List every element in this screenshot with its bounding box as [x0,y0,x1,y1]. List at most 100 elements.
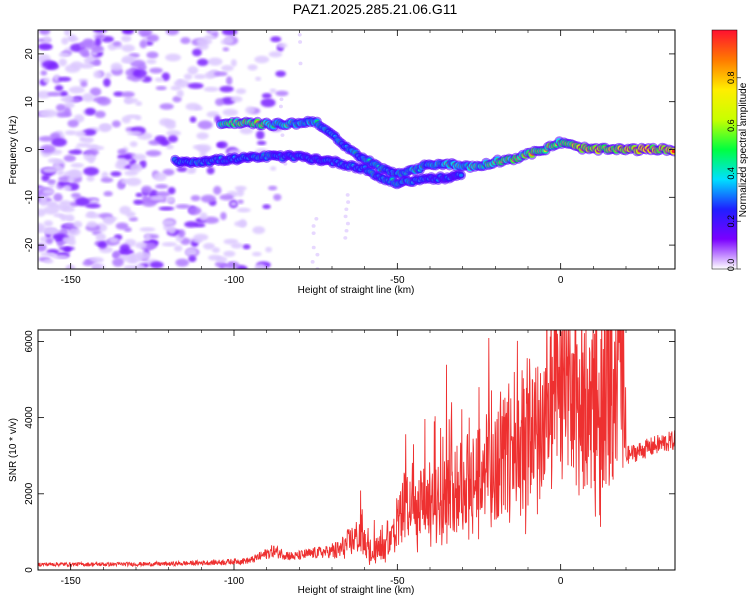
spectrogram-noise-blob [63,154,76,162]
spectrogram-noise-blob [277,43,288,49]
spectrogram-noise-blob [47,203,59,209]
spectrogram-noise-blob [214,261,227,268]
spectrogram-noise-blob [221,30,238,36]
spectrogram-noise-blob [42,189,55,195]
spectrogram-noise-blob [103,78,111,87]
spectrogram-noise-blob [192,48,202,57]
spectrogram-noise-blob [194,105,203,111]
spectrogram-noise-blob [245,106,256,114]
spectrogram-noise-blob [146,51,159,59]
spectrogram-noise-blob [167,186,176,195]
spectrogram-noise-blob [112,257,124,267]
spectrogram-noise-blob [42,60,58,69]
spectrogram-noise-blob [58,58,67,67]
spectrogram-noise-blob [187,66,199,75]
colorbar-scale [711,29,738,270]
spectrogram-noise-blob [165,53,182,62]
x-tick-label: -50 [390,275,405,286]
spectrogram-noise-blob [230,59,237,67]
spectrogram-noise-blob [188,206,202,215]
spectrogram-noise-blob [145,41,154,46]
y-tick-label: 0 [24,146,35,152]
spectrogram-noise-blob [130,59,146,68]
spectrogram-noise-blob [206,111,220,118]
spectrogram-noise-blob [230,201,237,207]
spectrogram-noise-blob [98,123,111,133]
spectrogram-noise-blob [39,197,48,207]
spectrogram-noise-blob [96,96,111,106]
spectrogram-noise-blob [254,55,270,64]
spectrogram-noise-blob [235,88,247,95]
spectrogram-noise-blob [75,197,90,207]
spectrogram-noise-blob [47,158,60,164]
spectrogram-noise-blob [196,132,209,140]
colorbar-ticks: 0.0 0.2 0.4 0.6 0.8 [726,72,741,271]
spectrogram-noise-blob [255,76,262,81]
spectrogram-noise-blob [161,242,177,247]
spectrogram-noise-blob [68,149,83,155]
spectrogram-noise-blob [64,130,77,136]
spectrogram-noise-blob [103,216,115,225]
y-tick-label: 4000 [24,406,35,429]
y-tick-label: 10 [24,96,35,108]
spectrogram-noise-blob [60,96,74,103]
spectrogram-noise-blob [61,205,75,213]
spectrogram-noise-blob [213,185,222,195]
snr-y-label: SNR (10 * v/v) [8,418,19,482]
spectrogram-noise-blob [87,154,95,164]
spectrogram-noise-blob [85,203,101,209]
spectrogram-noise-blob [119,244,131,253]
spectrogram-noise-blob [89,87,102,97]
spectrogram-noise-blob [236,188,245,197]
track-core [671,149,675,153]
x-tick-label: -100 [224,275,244,286]
spectrogram-noise-blob [146,59,157,65]
spectrogram-noise-blob [116,158,128,167]
spectrogram-noise-blob [46,179,57,184]
spectrogram-noise-blob [343,214,348,219]
spectrogram-noise-blob [211,247,220,253]
colorbar-tick-label: 0.8 [726,72,736,85]
spectrogram-noise-blob [56,169,64,176]
spectrogram-noise-blob [314,217,319,221]
spectrogram-noise-blob [252,226,266,234]
spectrogram-noise-blob [190,195,201,202]
spectrogram-noise-blob [43,220,54,227]
spectrogram-noise-blob [234,185,247,191]
spectrogram-noise-blob [149,67,163,74]
spectrogram-noise-blob [167,225,176,234]
spectrogram-noise-blob [239,127,254,135]
spectrogram-noise-blob [60,91,68,97]
spectrogram-noise-blob [219,194,234,201]
spectrogram-noise-blob [61,37,69,45]
spectrogram-noise-blob [310,260,315,264]
spectrogram-noise-blob [90,45,104,52]
colorbar-tick-label: 0.4 [726,167,736,180]
spectrogram-noise-blob [150,261,164,269]
spectrogram-noise-blob [133,199,144,205]
spectrogram-noise-blob [39,30,51,36]
spectrogram-noise-blob [135,251,151,260]
spectrogram-tracks [170,115,675,190]
figure-title: PAZ1.2025.285.21.06.G11 [293,1,458,17]
spectrogram-noise-blob [137,30,153,36]
spectrogram-noise-blob [247,64,258,71]
spectrogram-noise-blob [64,185,72,192]
spectrogram-noise-blob [345,193,350,197]
spectrogram-noise-blob [95,232,106,242]
spectrogram-noise-blob [216,141,228,149]
spectrogram-noise-blob [184,221,199,228]
spectrogram-noise-blob [38,111,51,117]
spectrogram-noise-blob [62,236,71,244]
snr-series-line [38,330,675,568]
spectrogram-noise-blob [175,258,190,267]
snr-x-label: Height of straight line (km) [298,585,415,596]
snr-y-ticks: 0 2000 4000 6000 [24,330,675,573]
spectrogram-noise-blob [279,97,284,102]
spectrogram-noise-blob [162,219,175,226]
spectrogram-noise-blob [219,85,234,93]
spectrogram-noise-blob [165,144,174,150]
spectrogram-noise-blob [262,204,271,210]
spectrogram-noise-blob [68,227,81,236]
spectrogram-noise-blob [70,192,81,198]
